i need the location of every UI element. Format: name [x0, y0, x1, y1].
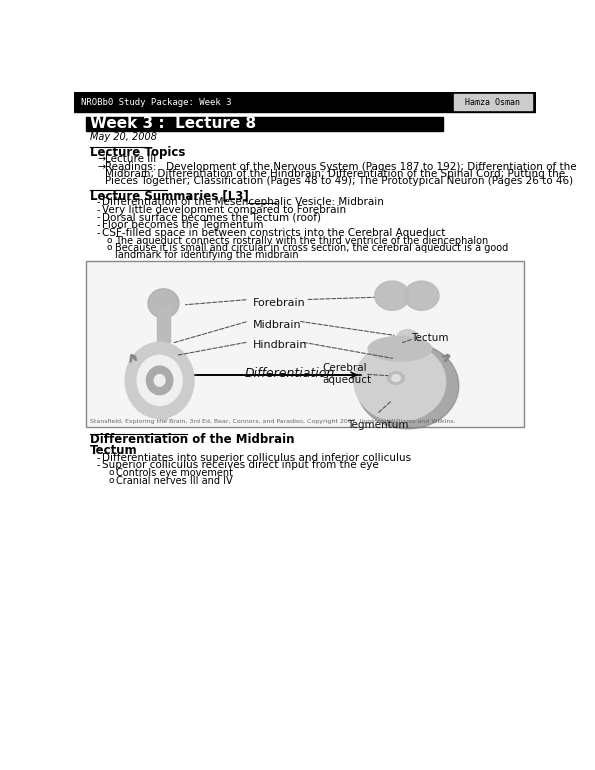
Text: The aqueduct connects rostrally with the third ventricle of the diencephalon: The aqueduct connects rostrally with the…: [115, 236, 488, 246]
Ellipse shape: [368, 336, 431, 361]
Text: Differentiates into superior colliculus and inferior colliculus: Differentiates into superior colliculus …: [102, 453, 411, 463]
Text: -: -: [96, 460, 99, 470]
Text: Very little development compared to Forebrain: Very little development compared to Fore…: [102, 205, 346, 215]
Text: o: o: [108, 476, 114, 485]
Ellipse shape: [392, 374, 400, 381]
Bar: [86, 117, 443, 131]
Text: -: -: [96, 220, 99, 230]
Text: Tegmentum: Tegmentum: [347, 420, 409, 430]
Text: Cerebral
aqueduct: Cerebral aqueduct: [322, 363, 371, 385]
Ellipse shape: [397, 330, 418, 346]
Text: Differentiation: Differentiation: [245, 367, 335, 380]
Text: →: →: [98, 162, 106, 172]
Ellipse shape: [154, 374, 165, 386]
Text: -: -: [96, 228, 99, 238]
Text: -: -: [96, 205, 99, 215]
Ellipse shape: [375, 281, 409, 310]
Text: Midbrain; Differentiation of the Hindbrain; Differentiation of the Spinal Cord; : Midbrain; Differentiation of the Hindbra…: [105, 169, 565, 179]
Ellipse shape: [156, 396, 171, 411]
Bar: [157, 307, 170, 342]
Ellipse shape: [395, 350, 420, 372]
Text: CSF-filled space in between constricts into the Cerebral Aqueduct: CSF-filled space in between constricts i…: [102, 228, 445, 238]
Ellipse shape: [153, 345, 174, 362]
Text: o: o: [107, 236, 112, 245]
Text: Floor becomes the Tegmentum: Floor becomes the Tegmentum: [102, 220, 263, 230]
Text: Dorsal surface becomes the Tectum (roof): Dorsal surface becomes the Tectum (roof): [102, 213, 321, 223]
Text: Pieces Together; Classification (Pages 48 to 49); The Prototypical Neuron (Pages: Pieces Together; Classification (Pages 4…: [105, 176, 574, 186]
Text: o: o: [107, 243, 112, 253]
Bar: [74, 92, 536, 112]
Ellipse shape: [146, 366, 173, 394]
Text: Forebrain: Forebrain: [253, 298, 305, 308]
Bar: [86, 261, 524, 427]
Text: o: o: [108, 468, 114, 477]
Ellipse shape: [137, 355, 182, 405]
Text: Hindbrain: Hindbrain: [253, 340, 307, 350]
Bar: [403, 359, 412, 388]
Text: Tectum: Tectum: [90, 444, 137, 457]
Text: Lecture Topics: Lecture Topics: [90, 146, 185, 159]
Text: Stansfield, Exploring the Brain, 3rd Ed, Bear, Connors, and Paradiso, Copyright : Stansfield, Exploring the Brain, 3rd Ed,…: [90, 420, 456, 424]
Text: Differentiation of the Midbrain: Differentiation of the Midbrain: [90, 433, 295, 446]
Ellipse shape: [356, 343, 459, 429]
Text: Tectum: Tectum: [412, 333, 449, 343]
Text: May 20, 2008: May 20, 2008: [90, 132, 157, 142]
Ellipse shape: [148, 289, 179, 318]
Text: Week 3 :  Lecture 8: Week 3 : Lecture 8: [90, 116, 256, 132]
Bar: [159, 353, 167, 396]
Bar: [454, 94, 531, 110]
Text: Hamza Osman: Hamza Osman: [465, 98, 521, 107]
Text: -: -: [96, 213, 99, 223]
Text: Cranial nerves III and IV: Cranial nerves III and IV: [116, 476, 233, 486]
Text: -: -: [96, 197, 99, 207]
Ellipse shape: [126, 343, 194, 418]
Text: →: →: [98, 154, 106, 164]
Text: Readings:   Development of the Nervous System (Pages 187 to 192); Differentiatio: Readings: Development of the Nervous Sys…: [105, 162, 577, 172]
Bar: [161, 400, 167, 419]
Ellipse shape: [400, 389, 415, 403]
Text: Because it is small and circular in cross section, the cerebral aqueduct is a go: Because it is small and circular in cros…: [115, 243, 508, 253]
Ellipse shape: [387, 372, 405, 384]
Text: Differentiation of the Mesencephalic Vesicle: Midbrain: Differentiation of the Mesencephalic Ves…: [102, 197, 383, 207]
Text: Lecture III: Lecture III: [105, 154, 156, 164]
Text: landmark for identifying the midbrain: landmark for identifying the midbrain: [115, 250, 298, 260]
Text: Controls eye movement: Controls eye movement: [116, 468, 233, 478]
Ellipse shape: [354, 343, 446, 421]
Text: Superior colliculus receives direct input from the eye: Superior colliculus receives direct inpu…: [102, 460, 378, 470]
Ellipse shape: [404, 281, 439, 310]
Text: NROBb0 Study Package: Week 3: NROBb0 Study Package: Week 3: [80, 98, 231, 107]
Bar: [405, 393, 411, 407]
Text: -: -: [96, 453, 99, 463]
Text: Lecture Summaries [L3]: Lecture Summaries [L3]: [90, 189, 249, 203]
Text: Midbrain: Midbrain: [253, 320, 301, 330]
